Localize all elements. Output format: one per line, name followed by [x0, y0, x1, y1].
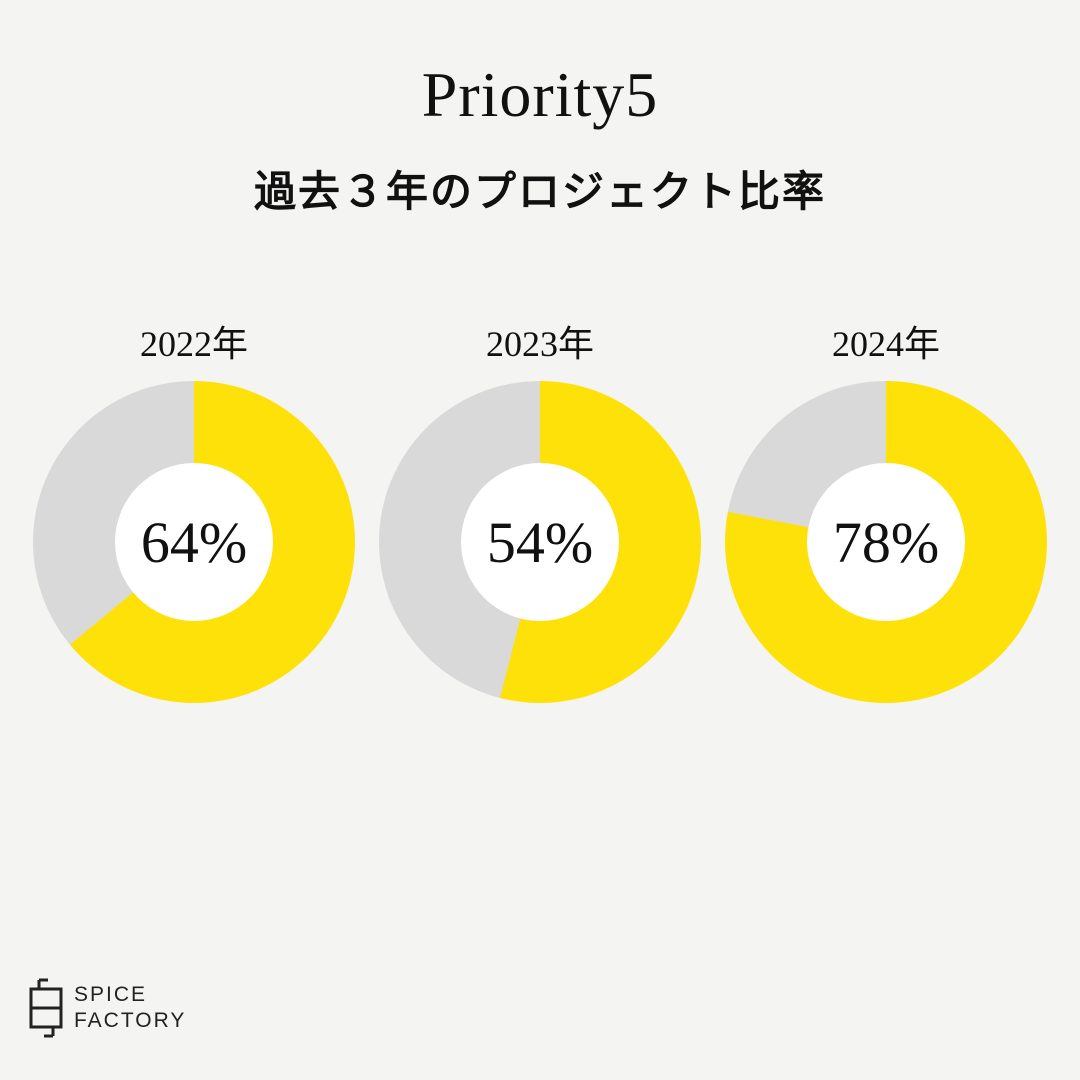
donut-chart-2022: 2022年 64% [33, 315, 355, 703]
donut-hole-2024: 78% [807, 463, 965, 621]
chart-year-label-2022: 2022年 [139, 324, 248, 364]
chart-year-label-2023: 2023年 [485, 324, 594, 364]
donut-chart-2024: 2024年 78% [725, 315, 1047, 703]
donut-percent-2022: 64% [140, 509, 248, 575]
donut-ring-2024: 78% [725, 381, 1047, 703]
chart-year-label-2024: 2024年 [831, 324, 940, 364]
donut-hole-2023: 54% [461, 463, 619, 621]
page-title: Priority5 [421, 59, 659, 130]
donut-percent-2024: 78% [832, 509, 940, 575]
spice-factory-logo-icon [28, 978, 64, 1038]
brand-name-line1: SPICE [74, 982, 148, 1006]
page-subtitle: 過去３年のプロジェクト比率 [253, 170, 826, 216]
donut-ring-2023: 54% [379, 381, 701, 703]
brand-name-line2: FACTORY [74, 1009, 187, 1032]
donut-chart-row: 2022年 64% 2023年 54% 2024年 78% [0, 315, 1080, 703]
donut-ring-2022: 64% [33, 381, 355, 703]
brand-logo: SPICE FACTORY [28, 978, 186, 1038]
donut-hole-2022: 64% [115, 463, 273, 621]
donut-percent-2023: 54% [486, 509, 594, 575]
donut-chart-2023: 2023年 54% [379, 315, 701, 703]
brand-name: SPICE FACTORY [74, 982, 186, 1035]
